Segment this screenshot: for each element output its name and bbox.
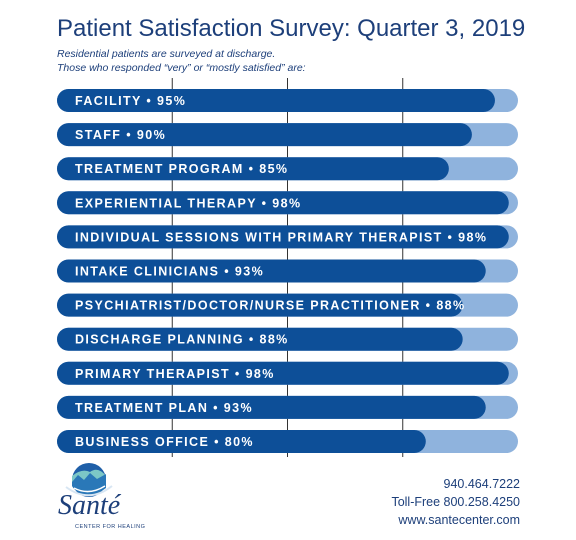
bar-label-3: TREATMENT PROGRAM • 85% <box>75 162 288 176</box>
contact-phone: 940.464.7222 <box>443 477 520 491</box>
chart-subtitle: Residential patients are surveyed at dis… <box>57 47 527 75</box>
logo-wordmark: Santé <box>58 490 122 521</box>
bar-label-11: BUSINESS OFFICE • 80% <box>75 435 254 449</box>
bar-label-10: TREATMENT PLAN • 93% <box>75 401 253 415</box>
subtitle-line-1: Residential patients are surveyed at dis… <box>57 48 276 60</box>
bar-label-4: EXPERIENTIAL THERAPY • 98% <box>75 196 301 210</box>
bar-7 <box>57 293 463 317</box>
bar-4 <box>57 191 509 215</box>
bar-8 <box>57 327 463 351</box>
contact-block: 940.464.7222 Toll-Free 800.258.4250 www.… <box>391 475 520 529</box>
bar-label-7: PSYCHIATRIST/DOCTOR/NURSE PRACTITIONER •… <box>75 299 466 313</box>
bar-label-2: STAFF • 90% <box>75 128 166 142</box>
bar-3 <box>57 157 449 181</box>
bar-label-6: INTAKE CLINICIANS • 93% <box>75 265 264 279</box>
bar-label-5: INDIVIDUAL SESSIONS WITH PRIMARY THERAPI… <box>75 230 487 244</box>
bar-2 <box>57 123 472 147</box>
bar-10 <box>57 395 486 419</box>
bar-label-1: FACILITY • 95% <box>75 94 186 108</box>
bar-label-9: PRIMARY THERAPIST • 98% <box>75 367 275 381</box>
logo-tagline: CENTER FOR HEALING <box>75 524 145 530</box>
contact-tollfree: Toll-Free 800.258.4250 <box>391 495 520 509</box>
bar-6 <box>57 259 486 283</box>
sante-logo: Santé CENTER FOR HEALING <box>58 463 145 530</box>
bar-chart: FACILITY • 95% STAFF • 90% TREATMENT PROGR… <box>57 78 518 457</box>
bar-11 <box>57 430 426 453</box>
chart-title: Patient Satisfaction Survey: Quarter 3, … <box>57 15 526 42</box>
logo-emblem-icon <box>65 463 113 497</box>
bar-label-8: DISCHARGE PLANNING • 88% <box>75 333 289 347</box>
bar-5 <box>57 225 509 249</box>
bar-1 <box>57 89 495 112</box>
subtitle-line-2: Those who responded “very” or “mostly sa… <box>57 62 306 74</box>
bar-9 <box>57 361 509 385</box>
contact-website: www.santecenter.com <box>398 513 520 527</box>
